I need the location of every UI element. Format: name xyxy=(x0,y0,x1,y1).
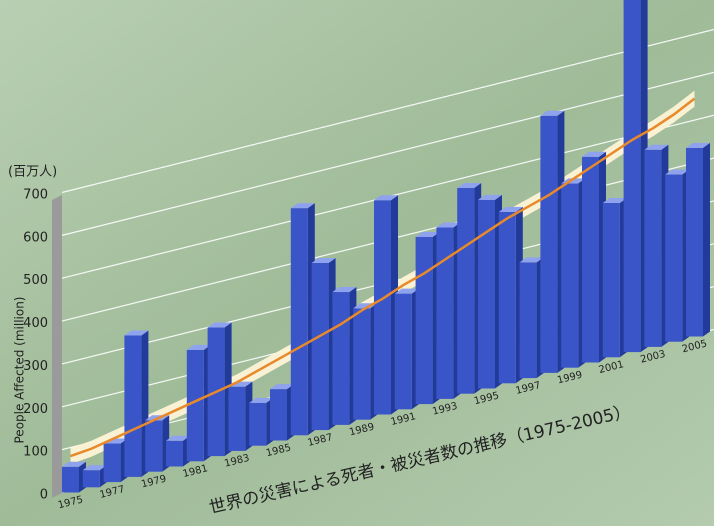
bar-top xyxy=(686,142,710,148)
bar xyxy=(686,147,703,337)
bar-top xyxy=(207,322,232,328)
bar-top xyxy=(270,384,294,390)
bar-top xyxy=(436,222,461,228)
bar-top xyxy=(394,288,419,294)
bar xyxy=(561,183,579,368)
bar-side xyxy=(703,142,710,337)
bar xyxy=(332,292,350,425)
bar-group xyxy=(665,169,690,342)
bar-top xyxy=(374,195,398,201)
bar-top xyxy=(644,144,669,150)
y-tick-label: 0 xyxy=(40,488,48,503)
bar xyxy=(394,293,412,410)
y-tick-label: 200 xyxy=(23,402,48,417)
bar xyxy=(644,149,662,347)
bar-top xyxy=(82,465,107,471)
bar xyxy=(519,262,537,379)
bar-top xyxy=(124,330,149,336)
bar-top xyxy=(519,257,544,263)
bar xyxy=(228,386,246,451)
bar-group xyxy=(332,287,357,425)
grid-line xyxy=(61,71,714,236)
bar-group xyxy=(644,144,669,347)
bar xyxy=(62,466,79,493)
bar-top xyxy=(498,206,523,212)
y-tick-label: 500 xyxy=(23,273,48,288)
bar xyxy=(311,262,329,431)
bar-top xyxy=(186,344,211,350)
unit-label: (百万人) xyxy=(8,165,57,180)
bar-top xyxy=(540,110,565,116)
bar xyxy=(478,199,495,389)
bar xyxy=(166,440,183,467)
bar-group xyxy=(457,182,482,394)
bar xyxy=(270,389,287,441)
bar-group xyxy=(166,435,190,467)
y-tick-label: 400 xyxy=(23,316,48,331)
bar-group xyxy=(290,203,315,436)
bar xyxy=(374,200,391,415)
bar-top xyxy=(665,169,690,175)
bar xyxy=(290,208,308,436)
bar-group xyxy=(82,465,107,488)
bar xyxy=(353,308,371,420)
y-tick-label: 100 xyxy=(23,445,48,460)
bar xyxy=(145,420,163,472)
bar-top xyxy=(582,151,606,157)
bar xyxy=(602,203,620,358)
bar-group xyxy=(623,0,648,353)
bar-top xyxy=(332,287,357,293)
bar-group xyxy=(436,222,461,399)
bar-group xyxy=(561,178,586,368)
bar-group xyxy=(62,461,86,493)
y-tick-label: 700 xyxy=(23,188,48,203)
bar-group xyxy=(498,206,523,384)
trend-line xyxy=(70,97,696,458)
bar xyxy=(249,402,267,446)
bar xyxy=(415,236,433,405)
bar xyxy=(582,156,599,363)
bar xyxy=(82,470,100,488)
bar xyxy=(540,115,558,373)
bar xyxy=(623,0,641,353)
bar xyxy=(665,174,683,342)
bar xyxy=(498,211,516,384)
y-tick-label: 300 xyxy=(23,359,48,374)
bar-group xyxy=(415,231,440,405)
bar-top xyxy=(311,257,336,263)
bar-group xyxy=(540,110,565,373)
bar-top xyxy=(249,397,274,403)
bar-group xyxy=(394,288,419,410)
bar-top xyxy=(457,182,482,188)
bar xyxy=(436,227,454,399)
bar-group xyxy=(582,151,606,363)
bar-group xyxy=(270,384,294,441)
bar-group xyxy=(311,257,336,431)
bar xyxy=(457,187,475,394)
bar-top xyxy=(478,194,502,200)
bar xyxy=(124,335,142,477)
bar-group xyxy=(228,381,253,451)
bar-group xyxy=(249,397,274,446)
y-tick-label: 600 xyxy=(23,230,48,245)
bar-group xyxy=(602,198,627,358)
y-axis-label: People Affected (million) xyxy=(13,297,27,444)
bar xyxy=(103,443,121,483)
bar-group xyxy=(519,257,544,379)
bar-group xyxy=(686,142,710,337)
axis-wall xyxy=(52,195,62,498)
bar-group xyxy=(124,330,149,477)
bar xyxy=(186,349,204,462)
bar-top xyxy=(415,231,440,237)
bar-top xyxy=(290,203,315,209)
bar-group xyxy=(103,438,128,483)
bar-group xyxy=(353,303,378,420)
bar-group xyxy=(374,195,398,415)
bar-top xyxy=(166,435,190,441)
bar-top xyxy=(62,461,86,467)
grid-line xyxy=(61,28,714,194)
bar-top xyxy=(602,198,627,204)
